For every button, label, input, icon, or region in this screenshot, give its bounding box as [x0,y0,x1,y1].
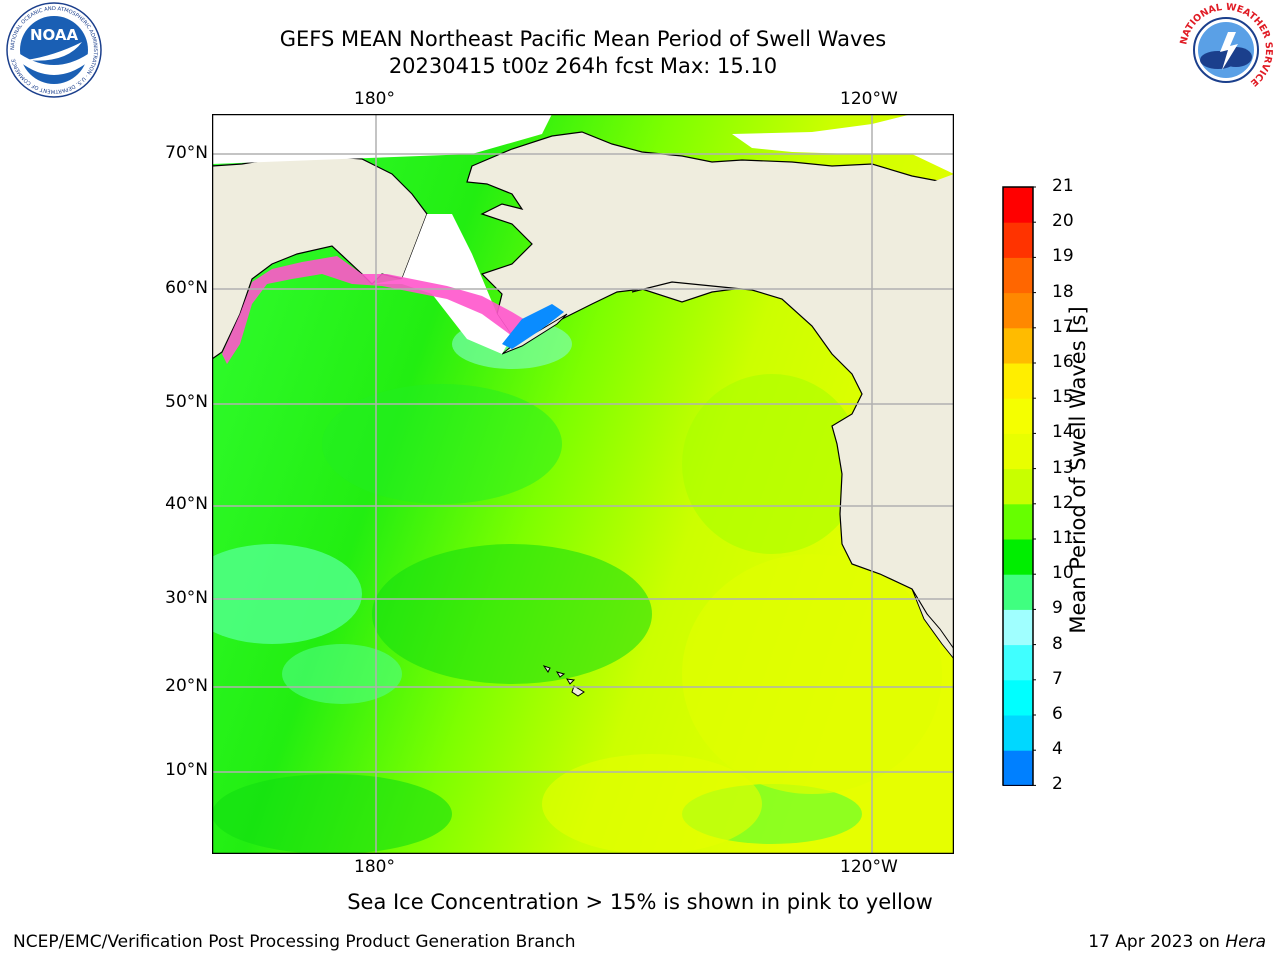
colorbar-tick-label: 4 [1052,739,1063,760]
swell-patch [212,774,452,854]
swell-patch [542,754,762,854]
land-baja [911,588,954,660]
colorbar-swatch [1003,644,1033,681]
map-border [211,113,955,855]
nws-logo: NATIONAL WEATHER SERVICE [1178,2,1274,98]
lon-label-bottom-180: 180° [354,857,395,877]
graticule [212,114,954,854]
colorbar-tick-label: 10 [1052,563,1074,584]
swell-patch [682,554,942,794]
lon-label-top-180: 180° [354,89,395,109]
colorbar-tick-label: 18 [1052,281,1074,302]
lat-label-50n: 50°N [165,392,208,412]
lon-label-bottom-120w: 120°W [840,857,898,877]
hawaii-island [571,685,585,697]
lon-label-top-120w: 120°W [840,89,898,109]
colorbar-swatch [1003,679,1033,716]
colorbar [1002,186,1036,815]
colorbar-title: Mean Period of Swell Waves [s] [1066,306,1090,634]
colorbar-swatch [1003,398,1033,434]
lat-label-40n: 40°N [165,494,208,514]
colorbar-swatch [1003,503,1033,540]
colorbar-tick-label: 6 [1052,704,1063,724]
swell-patch [212,544,362,644]
footer-producer: NCEP/EMC/Verification Post Processing Pr… [13,932,576,952]
chart-title: GEFS MEAN Northeast Pacific Mean Period … [279,27,887,51]
swell-patch [682,374,862,554]
colorbar-tick-label: 7 [1052,668,1063,689]
swell-patch [372,544,652,684]
colorbar-outline [1002,186,1034,786]
lat-label-70n: 70°N [165,143,208,163]
colorbar-extend-triangle [1002,784,1034,815]
colorbar-swatch [1003,468,1033,505]
colorbar-tick-label: 13 [1052,457,1074,478]
colorbar-swatch [1003,292,1033,329]
noaa-logo: NOAA NATIONAL OCEANIC AND ATMOSPHERIC AD… [6,2,102,98]
lat-label-10n: 10°N [165,760,208,780]
land-canada [632,174,954,654]
hawaii-island [566,678,576,685]
swell-patch [282,644,402,704]
colorbar-swatch [1003,539,1033,575]
colorbar-swatch [1003,363,1033,399]
bering-sea [372,214,512,354]
colorbar-swatch [1003,327,1033,364]
colorbar-tick-label: 14 [1052,422,1074,443]
beaufort-sea [732,114,954,174]
footer-date: 17 Apr 2023 on Hera [1088,932,1266,952]
colorbar-swatch [1003,750,1033,786]
map-panel [211,113,955,855]
colorbar-tick-label: 19 [1052,246,1074,267]
colorbar-swatches [1002,186,1036,815]
swell-period-map [211,113,955,855]
colorbar-tick-label: 21 [1052,176,1074,196]
colorbar-tick-label: 8 [1052,633,1063,654]
footer-date-text: 17 Apr 2023 on [1088,932,1226,952]
colorbar-tick-label: 2 [1052,774,1063,795]
colorbar-tick-label: 15 [1052,387,1074,408]
lat-label-60n: 60°N [165,278,208,298]
colorbar-tick-label: 11 [1052,528,1074,548]
colorbar-swatch [1003,609,1033,646]
colorbar-tick-label: 9 [1052,598,1063,619]
hawaii-island [555,671,566,678]
cook-inlet-patch [502,304,564,349]
swell-patch [322,384,562,504]
noaa-logo-text: NOAA [30,26,79,44]
colorbar-tick-label: 17 [1052,316,1074,337]
arctic-ocean [212,114,552,164]
colorbar-swatch [1003,187,1033,223]
footer-machine: Hera [1225,932,1266,952]
colorbar-swatch [1003,257,1033,294]
colorbar-swatch [1003,433,1033,470]
colorbar-swatch [1003,574,1033,610]
colorbar-tick-label: 16 [1052,352,1074,372]
colorbar-swatch [1003,715,1033,751]
lat-label-30n: 30°N [165,588,208,608]
chart-subtitle: 20230415 t00z 264h fcst Max: 15.10 [388,54,778,78]
colorbar-swatch [1003,222,1033,258]
colorbar-tick-label: 12 [1052,492,1074,513]
colorbar-tick-label: 20 [1052,211,1074,232]
sea-ice-edge [222,256,532,364]
lat-label-20n: 20°N [165,676,208,696]
hawaii-island [542,665,551,673]
coastline-west-america [631,281,954,655]
sea-ice-note: Sea Ice Concentration > 15% is shown in … [347,890,933,914]
